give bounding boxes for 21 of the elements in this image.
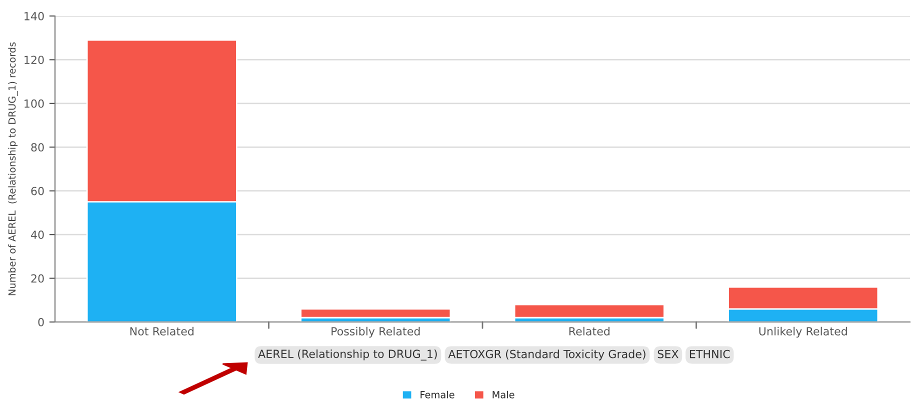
- bar: [300, 308, 452, 318]
- y-tick-label: 0: [38, 318, 44, 326]
- x-tick-label: Related: [569, 326, 610, 336]
- text: ETHNIC: [690, 350, 730, 358]
- y-tick-label: 60: [31, 186, 44, 196]
- y-tick-label: 40: [30, 230, 44, 239]
- y-axis-title: Number of AEREL (Relationship to DRUG_1) records: [8, 42, 18, 296]
- legend-label: Male: [492, 390, 514, 398]
- x-tick-label: Not Related: [130, 326, 194, 336]
- legend-label: Female: [420, 390, 454, 398]
- y-tick-label: 100: [24, 99, 44, 108]
- y-tick-label: 120: [24, 56, 44, 64]
- text: AETOXGR (Standard Toxicity Grade): [448, 350, 646, 360]
- text: SEX: [658, 350, 678, 358]
- y-tick-label: 140: [24, 12, 44, 20]
- x-tick-label: Possibly Related: [332, 326, 420, 338]
- text: AEREL (Relationship to DRUG_1): [258, 349, 437, 361]
- y-tick-label: 20: [31, 274, 44, 283]
- x-tick-label: Unlikely Related: [759, 326, 847, 338]
- y-tick-label: 80: [31, 143, 44, 152]
- bar: [514, 304, 665, 318]
